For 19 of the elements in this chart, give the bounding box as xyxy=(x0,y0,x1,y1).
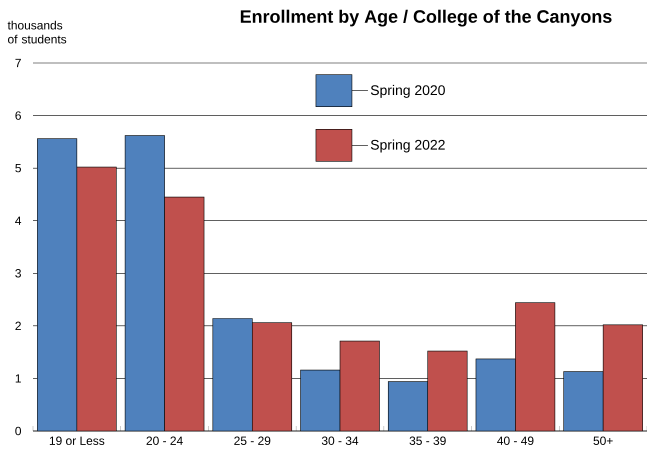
x-tick-label: 35 - 39 xyxy=(410,436,446,445)
y-tick-label: 1 xyxy=(16,374,21,383)
x-tick-label: 20 - 24 xyxy=(146,436,183,445)
legend-label: Spring 2022 xyxy=(370,139,445,152)
y-tick-label: 2 xyxy=(15,322,21,330)
legend-label: Spring 2020 xyxy=(370,84,445,98)
x-tick-label: 30 - 34 xyxy=(322,436,358,445)
x-tick-label: 19 or Less xyxy=(50,436,104,445)
y-tick-label: 6 xyxy=(15,111,21,120)
chart-title: Enrollment by Age / College of the Canyons xyxy=(240,10,612,26)
x-tick-label: 50+ xyxy=(593,436,613,445)
y-tick-label: 4 xyxy=(15,216,22,225)
y-axis-title: thousands of students xyxy=(8,20,66,44)
y-tick-label: 5 xyxy=(15,164,21,172)
x-tick-label: 25 - 29 xyxy=(234,436,270,445)
y-tick-label: 3 xyxy=(15,269,21,278)
y-tick-label: 0 xyxy=(15,426,22,436)
y-tick-label: 7 xyxy=(15,58,21,68)
x-tick-label: 40 - 49 xyxy=(497,436,534,445)
